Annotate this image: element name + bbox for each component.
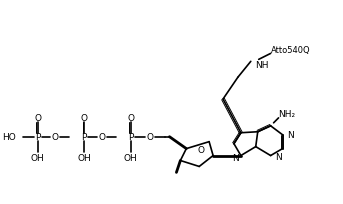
Text: Atto540Q: Atto540Q	[271, 46, 310, 55]
Text: O: O	[146, 133, 153, 142]
Text: OH: OH	[77, 153, 91, 162]
Text: N: N	[275, 152, 282, 161]
Text: O: O	[98, 133, 106, 142]
Text: NH: NH	[255, 61, 268, 70]
Text: N: N	[287, 131, 294, 140]
Text: P: P	[128, 133, 133, 142]
Text: P: P	[35, 133, 40, 142]
Text: P: P	[82, 133, 87, 142]
Text: O: O	[81, 114, 88, 123]
Text: N: N	[233, 153, 239, 162]
Text: O: O	[34, 114, 41, 123]
Text: OH: OH	[31, 153, 45, 162]
Text: NH₂: NH₂	[279, 110, 296, 119]
Text: HO: HO	[2, 133, 16, 142]
Text: O: O	[52, 133, 59, 142]
Text: OH: OH	[124, 153, 138, 162]
Text: O: O	[198, 145, 205, 154]
Text: O: O	[127, 114, 134, 123]
